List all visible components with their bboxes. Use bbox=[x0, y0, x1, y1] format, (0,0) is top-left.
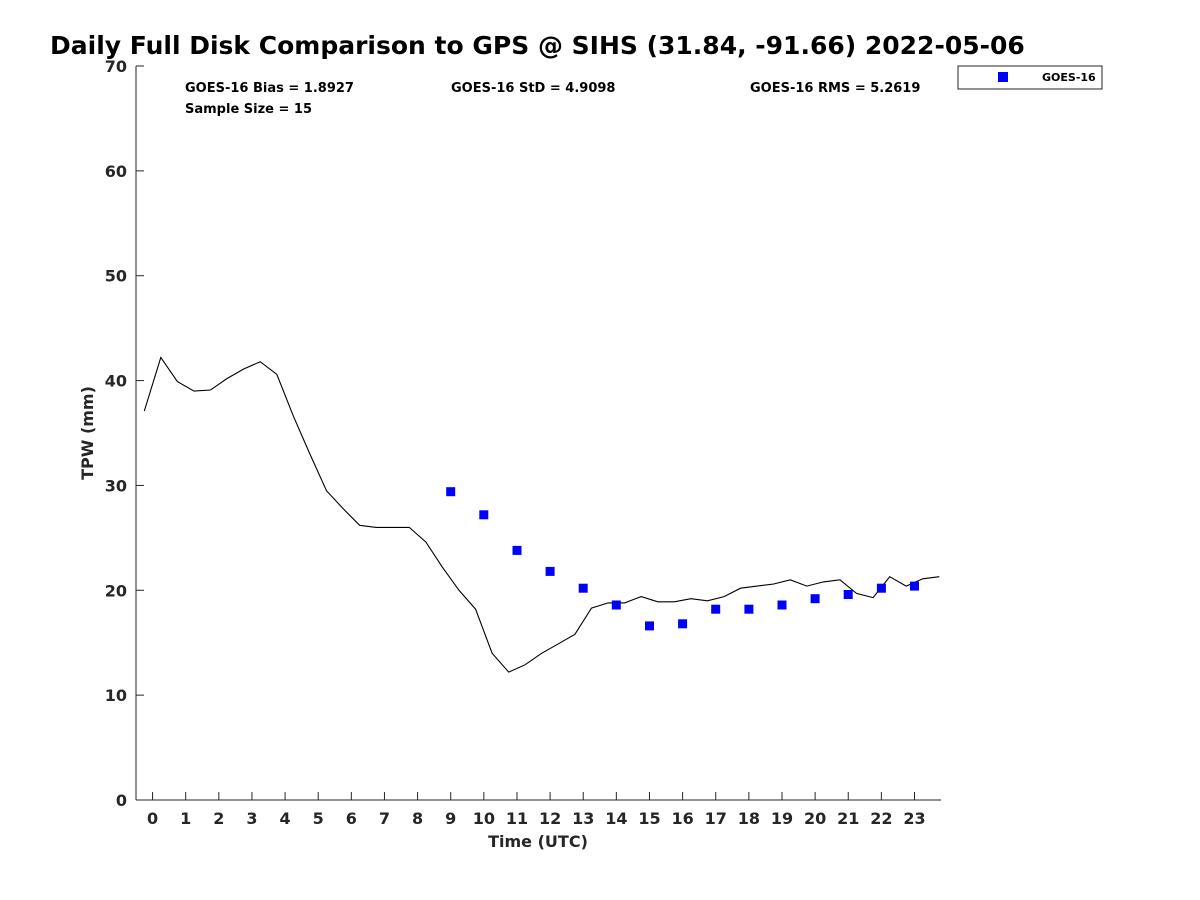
y-axis-label: TPW (mm) bbox=[78, 386, 97, 480]
x-tick-label: 12 bbox=[539, 809, 561, 828]
x-tick-label: 13 bbox=[572, 809, 594, 828]
x-tick-label: 20 bbox=[804, 809, 826, 828]
goes16-point bbox=[843, 590, 853, 599]
goes16-scatter-series bbox=[446, 487, 919, 631]
sample-size-stat: Sample Size = 15 bbox=[185, 102, 312, 117]
x-tick-label: 5 bbox=[313, 809, 324, 828]
y-ticks: 0 10 20 30 40 50 60 70 bbox=[105, 57, 144, 810]
y-tick-label: 10 bbox=[105, 686, 127, 705]
x-tick-label: 9 bbox=[445, 809, 456, 828]
legend-label-goes16: GOES-16 bbox=[1042, 71, 1096, 84]
x-axis-label: Time (UTC) bbox=[488, 832, 588, 851]
x-tick-label: 7 bbox=[379, 809, 390, 828]
x-tick-label: 14 bbox=[605, 809, 627, 828]
goes16-point bbox=[711, 604, 721, 614]
goes16-point bbox=[479, 510, 489, 520]
x-ticks: 0 1 2 3 4 5 6 7 8 9 10 11 12 13 14 15 16 17 18 19 20 21 22 23 bbox=[147, 792, 926, 828]
y-tick-label: 0 bbox=[116, 791, 127, 810]
x-tick-label: 21 bbox=[837, 809, 859, 828]
x-tick-label: 17 bbox=[705, 809, 727, 828]
x-tick-label: 6 bbox=[346, 809, 357, 828]
std-stat: GOES-16 StD = 4.9098 bbox=[451, 81, 615, 96]
goes16-point bbox=[910, 581, 919, 591]
x-tick-label: 16 bbox=[671, 809, 693, 828]
gps-line-series bbox=[143, 356, 940, 673]
goes16-point bbox=[512, 545, 522, 555]
x-tick-label: 2 bbox=[213, 809, 224, 828]
goes16-point bbox=[678, 619, 688, 629]
x-tick-label: 11 bbox=[506, 809, 528, 828]
gps-tpw-line bbox=[143, 356, 940, 673]
rms-stat: GOES-16 RMS = 5.2619 bbox=[750, 81, 920, 96]
goes16-point bbox=[777, 600, 787, 610]
x-tick-label: 0 bbox=[147, 809, 158, 828]
x-tick-label: 19 bbox=[771, 809, 793, 828]
goes16-point bbox=[611, 600, 621, 610]
goes16-point bbox=[645, 621, 654, 631]
y-tick-label: 50 bbox=[105, 267, 127, 286]
goes16-point bbox=[744, 604, 754, 614]
x-tick-label: 23 bbox=[903, 809, 925, 828]
x-tick-label: 8 bbox=[412, 809, 423, 828]
y-tick-label: 40 bbox=[105, 372, 127, 391]
x-tick-label: 18 bbox=[738, 809, 760, 828]
axes bbox=[135, 66, 941, 801]
goes16-point bbox=[876, 583, 886, 593]
bias-stat: GOES-16 Bias = 1.8927 bbox=[185, 81, 354, 96]
goes16-point bbox=[578, 583, 588, 593]
y-tick-label: 30 bbox=[105, 476, 127, 495]
goes16-point bbox=[446, 487, 456, 497]
y-tick-label: 70 bbox=[105, 57, 127, 76]
chart-title: Daily Full Disk Comparison to GPS @ SIHS… bbox=[50, 31, 1025, 60]
goes16-point bbox=[545, 566, 555, 576]
x-tick-label: 3 bbox=[246, 809, 257, 828]
legend-box bbox=[957, 65, 1103, 90]
x-tick-label: 15 bbox=[638, 809, 660, 828]
x-tick-label: 4 bbox=[280, 809, 291, 828]
legend: GOES-16 bbox=[957, 65, 1103, 90]
x-tick-label: 22 bbox=[870, 809, 892, 828]
legend-marker-goes16 bbox=[998, 72, 1008, 82]
x-tick-label: 10 bbox=[473, 809, 495, 828]
y-tick-label: 20 bbox=[105, 581, 127, 600]
goes16-point bbox=[810, 594, 820, 604]
x-tick-label: 1 bbox=[180, 809, 191, 828]
y-tick-label: 60 bbox=[105, 162, 127, 181]
